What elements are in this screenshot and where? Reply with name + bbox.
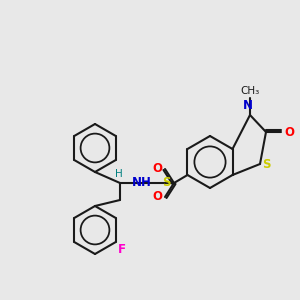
Text: O: O: [152, 190, 162, 203]
Text: S: S: [262, 158, 271, 170]
Text: S: S: [163, 176, 171, 190]
Text: N: N: [243, 99, 253, 112]
Text: H: H: [115, 169, 123, 179]
Text: O: O: [152, 163, 162, 176]
Text: CH₃: CH₃: [240, 86, 260, 96]
Text: F: F: [118, 243, 126, 256]
Text: O: O: [284, 125, 294, 139]
Text: NH: NH: [132, 176, 152, 190]
